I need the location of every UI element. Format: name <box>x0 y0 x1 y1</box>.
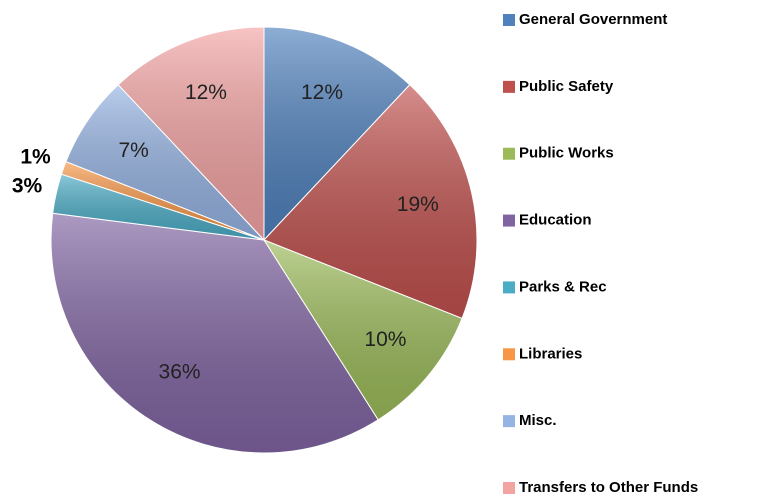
legend-label: Public Safety <box>519 78 614 95</box>
legend-swatch <box>503 147 515 160</box>
legend-label: Transfers to Other Funds <box>519 479 698 496</box>
value-label: 10% <box>364 328 406 351</box>
slice-shade <box>50 212 379 454</box>
legend-swatch <box>503 14 515 26</box>
legend-swatch <box>503 214 515 227</box>
slice-shade <box>263 26 411 242</box>
value-label: 12% <box>185 81 227 104</box>
legend-swatch <box>503 281 515 294</box>
legend-swatch <box>503 348 515 361</box>
legend-label: Public Works <box>519 145 614 162</box>
value-label: 36% <box>159 361 201 384</box>
value-label: 12% <box>301 81 343 104</box>
slice-shade <box>262 238 463 421</box>
value-label: 19% <box>397 193 439 216</box>
value-label: 1% <box>20 145 51 168</box>
slice-shade <box>117 26 265 242</box>
value-label: 7% <box>118 139 148 162</box>
value-label: 3% <box>12 175 43 198</box>
legend-label: Education <box>519 212 592 229</box>
slice-shade <box>263 84 478 320</box>
legend-swatch <box>503 415 515 428</box>
legend-label: General Government <box>519 11 667 28</box>
legend-label: Libraries <box>519 345 582 362</box>
legend-swatch <box>503 482 515 494</box>
legend-label: Parks & Rec <box>519 278 607 295</box>
legend-label: Misc. <box>519 412 557 429</box>
legend-swatch <box>503 80 515 93</box>
